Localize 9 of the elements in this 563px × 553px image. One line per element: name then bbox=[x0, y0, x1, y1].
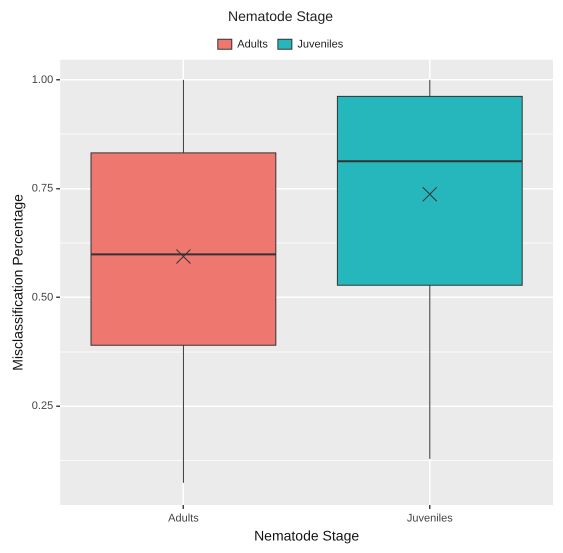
x-axis-title: Nematode Stage bbox=[254, 527, 360, 544]
y-tick-label: 0.75 bbox=[32, 182, 54, 195]
y-tick-label: 0.25 bbox=[32, 400, 54, 412]
legend-label: Juveniles bbox=[297, 38, 344, 50]
y-axis-title: Misclassification Percentage bbox=[9, 194, 26, 371]
y-tick-label: 0.50 bbox=[32, 291, 54, 304]
legend-title: Nematode Stage bbox=[228, 8, 334, 24]
legend-label: Adults bbox=[237, 38, 268, 50]
y-tick-label: 1.00 bbox=[32, 74, 54, 86]
